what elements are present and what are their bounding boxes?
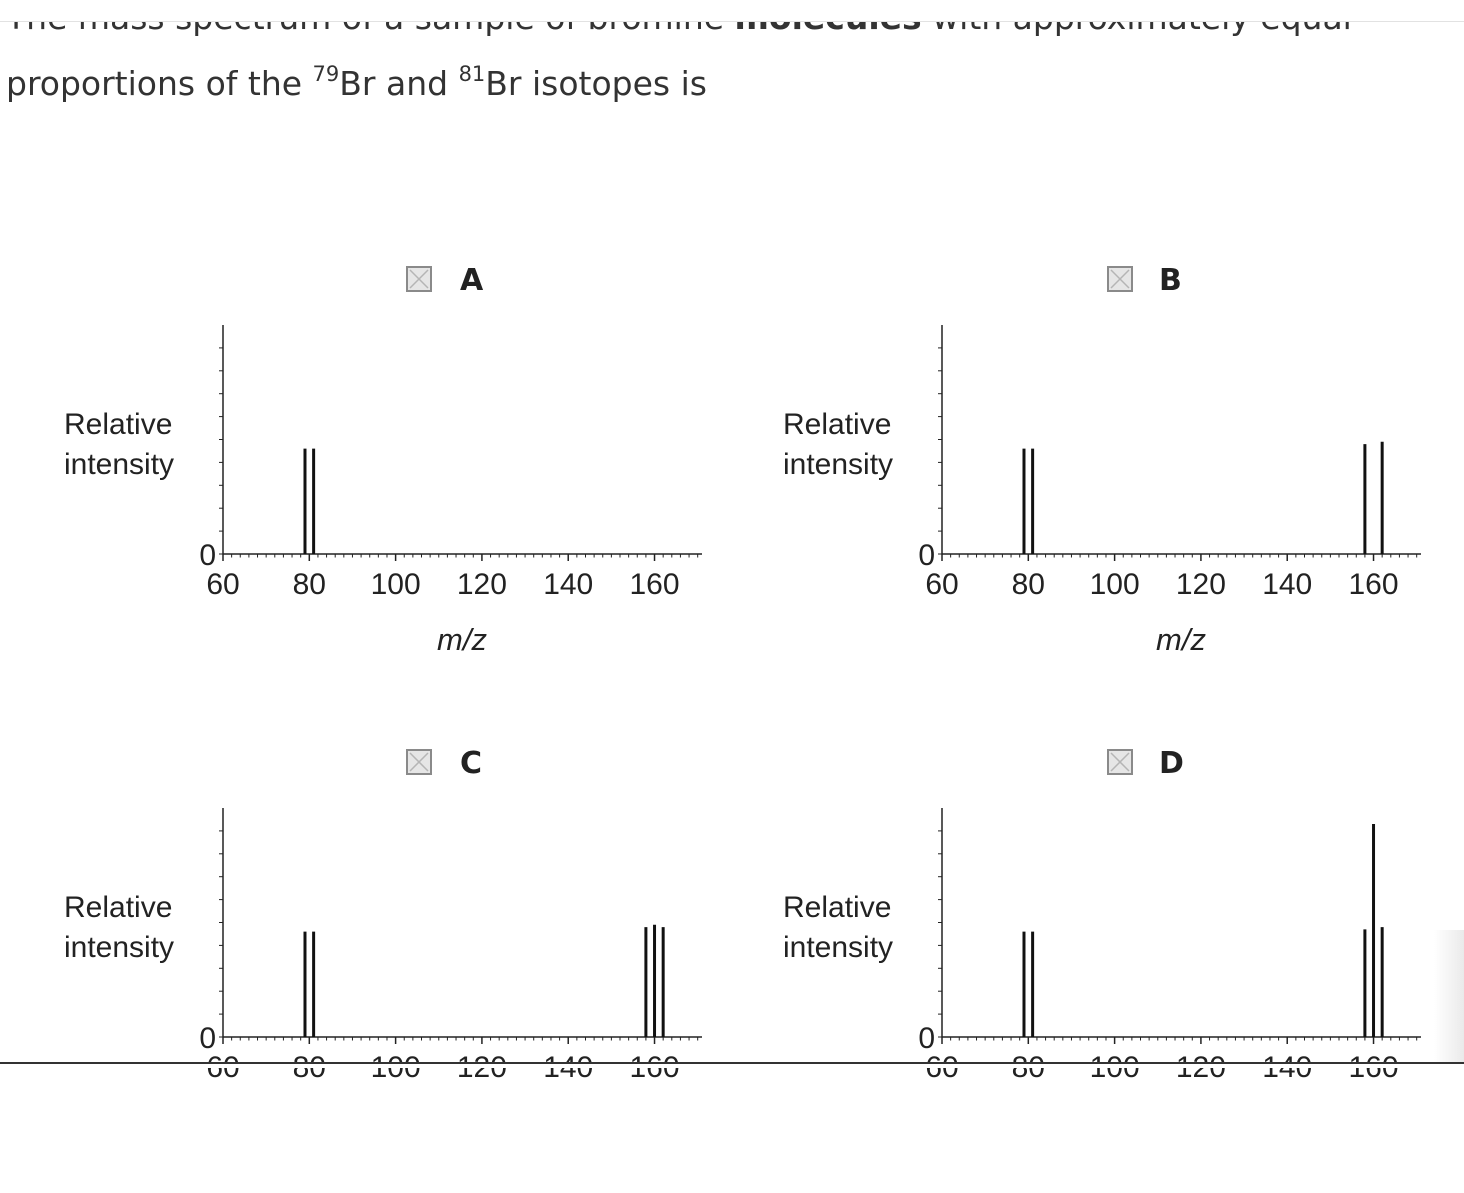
isotope-symbol: Br	[485, 64, 522, 103]
x-tick-label: 140	[543, 568, 593, 601]
option-d-checkbox[interactable]	[1107, 749, 1133, 775]
option-c-checkbox[interactable]	[406, 749, 432, 775]
crossed-checkbox-icon	[1110, 752, 1130, 772]
x-tick-label: 80	[1012, 568, 1045, 601]
crossed-checkbox-icon	[1110, 269, 1130, 289]
question-text-part: isotopes is	[521, 64, 707, 103]
isotope-symbol: Br	[339, 64, 376, 103]
y-tick-label: 0	[199, 1022, 216, 1055]
x-tick-label: 100	[1090, 568, 1140, 601]
x-tick-label: 140	[1262, 568, 1312, 601]
option-a-checkbox[interactable]	[406, 266, 432, 292]
y-tick-label: 0	[918, 1022, 935, 1055]
y-tick-label: 0	[199, 539, 216, 572]
isotope-mass-81: 81	[458, 62, 486, 86]
x-tick-label: 120	[1176, 568, 1226, 601]
mass-spectrum-chart-a: 60 80 100 120 140 160 0 m/z	[199, 325, 702, 657]
isotope-mass-79: 79	[312, 62, 340, 86]
option-b-letter: B	[1159, 263, 1182, 298]
x-tick-label: 160	[1349, 568, 1399, 601]
x-tick-label: 60	[206, 568, 239, 601]
question-text-line2: proportions of the 79Br and 81Br isotope…	[6, 54, 707, 106]
x-axis-label: m/z	[437, 622, 487, 657]
option-c-letter: C	[460, 746, 483, 781]
option-a: A Relative intensity 60 80 100 120 140 160 0 m/…	[0, 250, 720, 710]
y-axis-label: Relative intensity	[64, 891, 175, 964]
y-axis-label: Relative intensity	[783, 891, 894, 964]
y-axis-label: Relative intensity	[783, 408, 894, 481]
page-bottom-border	[0, 1062, 1464, 1068]
question-text-part: and	[375, 64, 459, 103]
page-edge-shadow	[1434, 930, 1464, 1066]
x-tick-label: 60	[925, 568, 958, 601]
x-tick-label: 80	[293, 568, 326, 601]
option-a-letter: A	[460, 263, 484, 298]
x-tick-label: 120	[457, 568, 507, 601]
x-tick-label: 100	[371, 568, 421, 601]
page-top-border	[0, 0, 1464, 22]
option-d-letter: D	[1159, 746, 1184, 781]
option-b: B Relative intensity 60 80 100 120 140 160 0 m/…	[719, 250, 1439, 710]
crossed-checkbox-icon	[409, 269, 429, 289]
question-text-part: proportions of the	[6, 64, 313, 103]
option-b-checkbox[interactable]	[1107, 266, 1133, 292]
x-tick-label: 160	[630, 568, 680, 601]
x-axis-label: m/z	[1156, 622, 1206, 657]
y-tick-label: 0	[918, 539, 935, 572]
mass-spectrum-chart-b: 60 80 100 120 140 160 0 m/z	[918, 325, 1421, 657]
crossed-checkbox-icon	[409, 752, 429, 772]
y-axis-label: Relative intensity	[64, 408, 175, 481]
